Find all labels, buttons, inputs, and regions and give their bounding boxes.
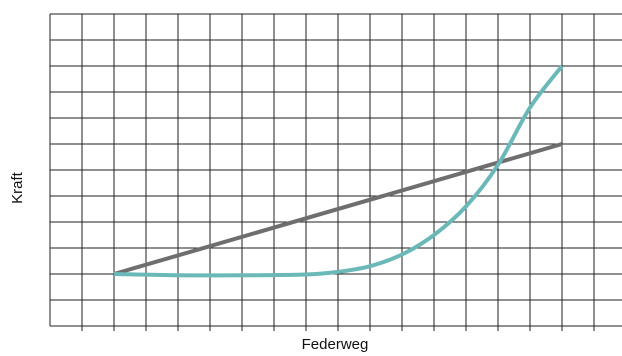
y-axis-label: Kraft (9, 171, 26, 204)
x-axis-label: Federweg (302, 336, 369, 353)
progressive-force-curve (113, 64, 564, 278)
linear-force-line (113, 142, 563, 276)
chart-axes (49, 14, 622, 331)
chart-series (113, 64, 564, 278)
chart-grid (50, 13, 622, 326)
